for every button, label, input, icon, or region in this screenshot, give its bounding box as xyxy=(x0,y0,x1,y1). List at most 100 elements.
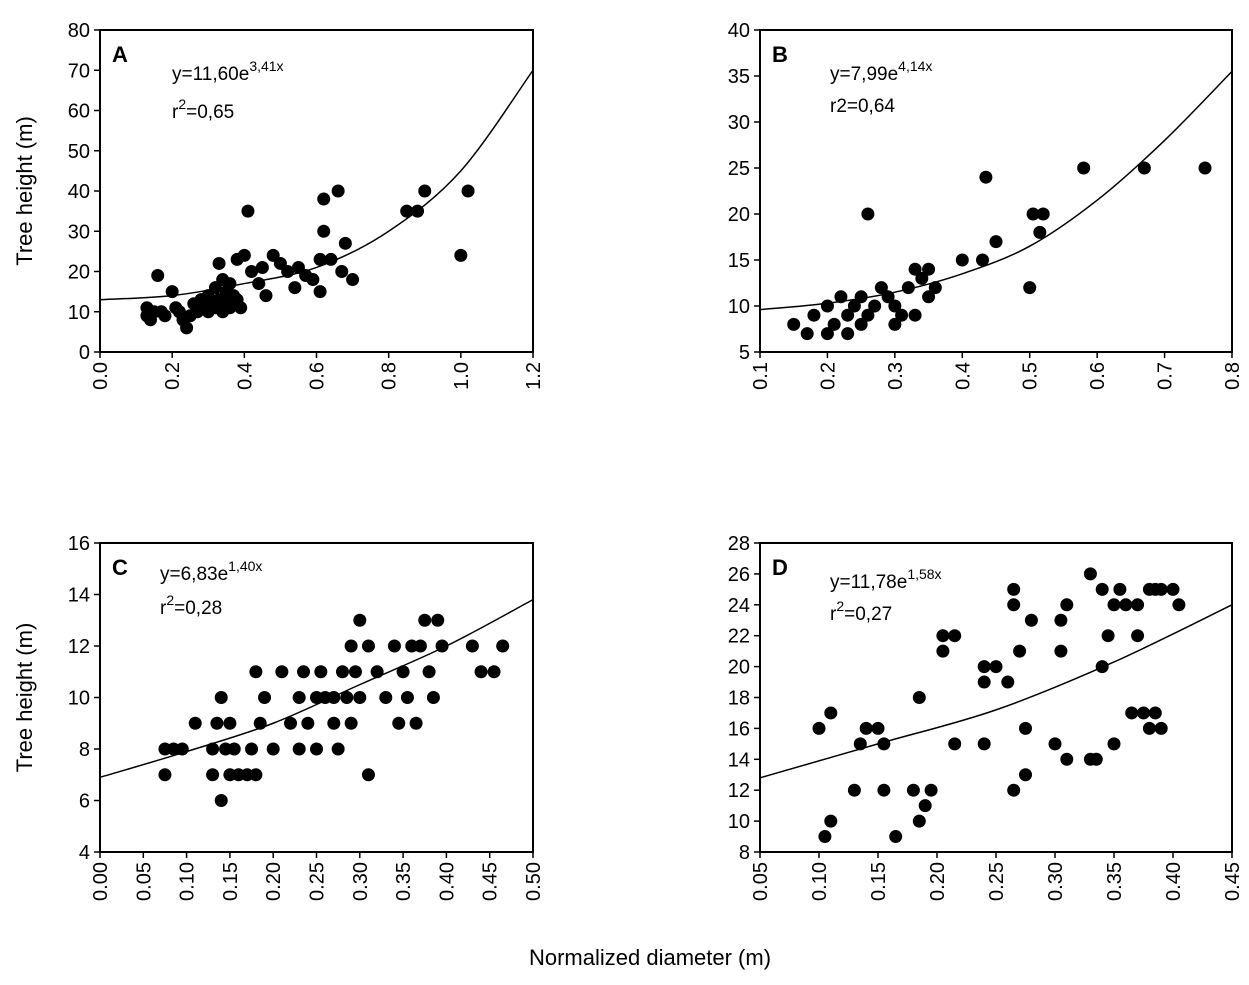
data-point xyxy=(1007,783,1021,797)
data-point xyxy=(297,665,311,679)
y-tick-label: 14 xyxy=(728,749,750,771)
x-tick-label: 0.7 xyxy=(1155,362,1177,390)
data-point xyxy=(1023,281,1037,295)
data-point xyxy=(234,301,248,315)
y-tick-label: 12 xyxy=(728,780,750,802)
x-tick-label: 0.20 xyxy=(263,862,285,901)
data-point xyxy=(249,665,263,679)
annotation-text: y=11,78e xyxy=(830,572,907,593)
data-point xyxy=(310,742,323,756)
data-point xyxy=(977,675,991,689)
data-point xyxy=(418,613,432,627)
fit-annotation: y=11,60e3,41x xyxy=(172,58,284,85)
trend-line xyxy=(99,69,534,301)
data-point xyxy=(1077,161,1091,175)
data-point xyxy=(396,665,410,679)
data-point xyxy=(847,783,861,797)
x-tick-label: 0.50 xyxy=(523,862,545,901)
annotation-text: y=7,99e xyxy=(830,64,898,85)
x-tick-label: 0.05 xyxy=(750,862,772,901)
y-tick-label: 5 xyxy=(739,342,750,364)
data-point xyxy=(936,644,950,658)
y-axis-label: Tree height (m) xyxy=(12,623,37,773)
data-point xyxy=(888,299,902,313)
panel: 4 6 8 10 12 14 16 0.00 0.05 0.10 0.15 0.20 0.25 0.30 0… xyxy=(12,533,545,901)
y-tick-label: 14 xyxy=(68,585,90,607)
data-point xyxy=(841,308,855,322)
x-tick-label: 0.6 xyxy=(307,362,329,390)
annotation-text: r xyxy=(830,604,837,625)
data-point xyxy=(292,742,306,756)
data-point xyxy=(1024,613,1038,627)
y-tick-label: 10 xyxy=(68,302,90,324)
data-point xyxy=(1142,721,1156,735)
panel-letter: C xyxy=(112,555,128,580)
data-point xyxy=(807,308,821,322)
data-point xyxy=(1172,598,1186,612)
data-point xyxy=(847,299,861,313)
data-point xyxy=(461,184,475,198)
x-tick-label: 1.2 xyxy=(523,362,545,390)
y-tick-label: 70 xyxy=(68,60,90,82)
y-tick-label: 18 xyxy=(728,688,750,710)
data-point xyxy=(824,814,838,828)
y-tick-label: 20 xyxy=(728,204,750,226)
data-point xyxy=(214,691,228,704)
data-point xyxy=(301,716,315,730)
data-point xyxy=(1137,706,1150,720)
y-axis-label: Tree height (m) xyxy=(12,116,37,266)
fit-annotation: y=7,99e4,14x xyxy=(830,58,932,85)
fit-annotation: y=6,83e1,40x xyxy=(160,558,262,585)
fit-annotation: y=11,78e1,58x xyxy=(830,566,942,593)
y-tick-label: 22 xyxy=(728,626,750,648)
data-point xyxy=(918,799,932,813)
data-point xyxy=(1019,768,1032,782)
data-point xyxy=(392,716,406,730)
data-point xyxy=(1107,598,1121,612)
data-point xyxy=(1148,706,1162,720)
annotation-superscript: 3,41x xyxy=(249,58,283,74)
data-point xyxy=(223,277,237,291)
data-point xyxy=(948,737,962,751)
data-point xyxy=(379,691,393,704)
data-point xyxy=(1125,706,1139,720)
x-tick-label: 0.4 xyxy=(234,362,256,390)
data-point xyxy=(1013,644,1027,658)
data-point xyxy=(241,204,255,218)
data-point xyxy=(426,691,440,704)
data-point xyxy=(313,285,327,299)
x-tick-label: 0.10 xyxy=(809,862,831,901)
data-point xyxy=(895,308,909,322)
data-point xyxy=(922,290,936,304)
fit-annotation: r2=0,27 xyxy=(830,598,892,625)
data-point xyxy=(1095,582,1109,596)
data-point xyxy=(210,716,224,730)
data-point xyxy=(317,192,331,206)
data-point xyxy=(245,742,259,756)
annotation-text: r xyxy=(160,598,167,619)
data-point xyxy=(353,613,367,627)
data-point xyxy=(912,691,926,704)
data-point xyxy=(252,277,266,291)
y-tick-label: 6 xyxy=(79,791,90,813)
trend-line xyxy=(759,604,1233,779)
data-point xyxy=(413,639,427,653)
data-point xyxy=(1026,207,1040,221)
data-point xyxy=(1019,721,1032,735)
data-point xyxy=(901,281,915,295)
data-point xyxy=(259,289,273,303)
plot-frame xyxy=(99,542,534,853)
data-point xyxy=(223,716,237,730)
data-point xyxy=(1007,582,1021,596)
data-point xyxy=(818,830,832,844)
data-point xyxy=(409,716,423,730)
data-point xyxy=(496,639,510,653)
data-point xyxy=(206,768,220,782)
data-point xyxy=(188,716,202,730)
y-tick-label: 26 xyxy=(728,564,750,586)
data-point xyxy=(1089,752,1103,766)
data-point xyxy=(346,273,360,287)
x-tick-label: 0.3 xyxy=(885,362,907,390)
data-point xyxy=(1101,629,1115,643)
data-point xyxy=(335,265,349,278)
